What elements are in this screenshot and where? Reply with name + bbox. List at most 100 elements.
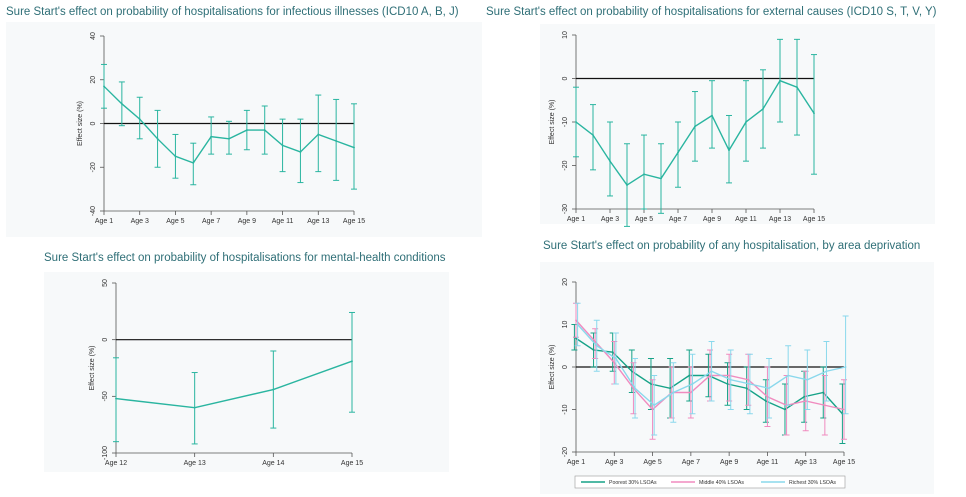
data-point: [728, 149, 730, 152]
y-tick-label: -20: [562, 447, 569, 457]
data-point: [806, 378, 809, 381]
data-point: [272, 388, 275, 391]
legend-label: Richest 30% LSOAs: [789, 480, 836, 486]
data-point: [709, 374, 711, 377]
data-point: [677, 151, 679, 154]
data-point: [823, 404, 826, 407]
data-point: [575, 319, 577, 322]
x-tick-label: Age 1: [567, 459, 585, 466]
x-tick-label: Age 9: [720, 459, 738, 466]
chart-title: Sure Start's effect on probability of an…: [543, 240, 921, 252]
legend-label: Poorest 30% LSOAs: [609, 480, 657, 486]
y-tick-label: 10: [562, 31, 569, 39]
y-tick-label: 10: [562, 321, 569, 329]
x-tick-label: Age 13: [769, 216, 791, 223]
data-point: [653, 404, 656, 407]
x-tick-label: Age 13: [795, 459, 817, 466]
chart-svg: 20 10 0 -10 -20 Age 1 Age 3 Age 5 Age 7 Age 9 Age …: [549, 278, 855, 489]
chart-title: Sure Start's effect on probability of ho…: [44, 252, 446, 264]
x-tick-label: Age 14: [262, 460, 284, 467]
y-tick-label: 0: [102, 338, 109, 342]
x-tick-label: Age 1: [95, 218, 113, 225]
x-tick-label: Age 9: [238, 218, 256, 225]
data-point: [745, 387, 748, 390]
y-tick-label: -100: [102, 446, 109, 460]
data-point: [317, 133, 320, 136]
data-point: [335, 140, 338, 142]
data-point: [745, 121, 747, 123]
data-point: [784, 408, 786, 411]
x-tick-label: Age 15: [803, 216, 825, 223]
data-point: [825, 370, 828, 373]
data-point: [726, 383, 729, 385]
y-axis-label: Effect size (%): [549, 345, 556, 390]
data-point: [694, 125, 696, 128]
x-tick-label: Age 7: [682, 459, 700, 466]
y-axis-label: Effect size (%): [89, 346, 96, 391]
x-tick-label: Age 15: [343, 218, 365, 225]
data-point: [747, 378, 750, 381]
data-point: [660, 177, 662, 180]
y-tick-label: -20: [562, 160, 569, 170]
x-tick-label: Age 13: [307, 218, 329, 225]
data-point: [299, 151, 302, 153]
data-point: [844, 366, 847, 368]
data-point: [710, 370, 713, 373]
data-point: [796, 86, 798, 89]
data-point: [766, 395, 769, 398]
data-point: [576, 323, 579, 326]
data-point: [595, 344, 598, 347]
x-tick-label: Age 15: [833, 459, 855, 466]
data-point: [768, 387, 770, 390]
y-tick-label: 0: [90, 121, 97, 125]
data-point: [594, 340, 597, 343]
chart-panel-external: 10 0 -10 -20 -30 Age 1 Age 3 Age 5 Age 7 Age 9 Age…: [540, 24, 935, 227]
x-tick-label: Age 3: [131, 218, 149, 225]
y-axis-label: Effect size (%): [77, 101, 84, 146]
data-point: [711, 114, 713, 117]
x-tick-label: Age 1: [567, 216, 585, 223]
data-point: [351, 360, 353, 363]
y-tick-label: 20: [90, 76, 97, 84]
data-point: [630, 370, 633, 373]
y-tick-label: 50: [102, 279, 109, 287]
x-tick-label: Age 11: [735, 216, 757, 223]
y-tick-label: -10: [562, 117, 569, 127]
data-point: [691, 383, 694, 385]
data-point: [669, 387, 672, 390]
x-tick-label: Age 11: [272, 218, 294, 225]
data-point: [672, 391, 675, 394]
data-point: [353, 146, 355, 149]
x-tick-label: Age 11: [757, 459, 779, 466]
data-point: [762, 108, 764, 110]
chart-svg: 10 0 -10 -20 -30 Age 1 Age 3 Age 5 Age 7 Age 9 Age…: [549, 31, 825, 227]
data-point: [728, 374, 731, 377]
y-tick-label: -50: [102, 391, 109, 401]
y-tick-label: 20: [562, 278, 569, 286]
data-point: [138, 118, 141, 121]
data-point: [803, 395, 806, 398]
y-axis-label: Effect size (%): [549, 100, 556, 145]
data-point: [263, 129, 266, 131]
data-point: [192, 161, 195, 164]
data-point: [614, 357, 617, 360]
data-point: [575, 121, 577, 123]
y-tick-label: 40: [90, 32, 97, 40]
data-point: [688, 374, 691, 377]
data-point: [689, 391, 692, 394]
data-point: [210, 135, 213, 138]
data-point: [843, 408, 845, 411]
y-tick-label: -30: [562, 204, 569, 214]
chart-panel-infectious: 40 20 0 -20 -40 Age 1 Age 3 Age 5 Age 7 Age 9 Age …: [6, 22, 482, 237]
x-tick-label: Age 15: [341, 460, 363, 467]
data-point: [650, 383, 652, 385]
chart-svg: 40 20 0 -20 -40 Age 1 Age 3 Age 5 Age 7 Age 9 Age …: [77, 32, 365, 225]
y-tick-label: -10: [562, 404, 569, 414]
x-tick-label: Age 3: [601, 216, 619, 223]
x-tick-label: Age 12: [105, 460, 127, 467]
data-point: [634, 387, 636, 390]
data-point: [245, 129, 248, 131]
data-point: [592, 349, 595, 351]
data-point: [822, 391, 825, 394]
